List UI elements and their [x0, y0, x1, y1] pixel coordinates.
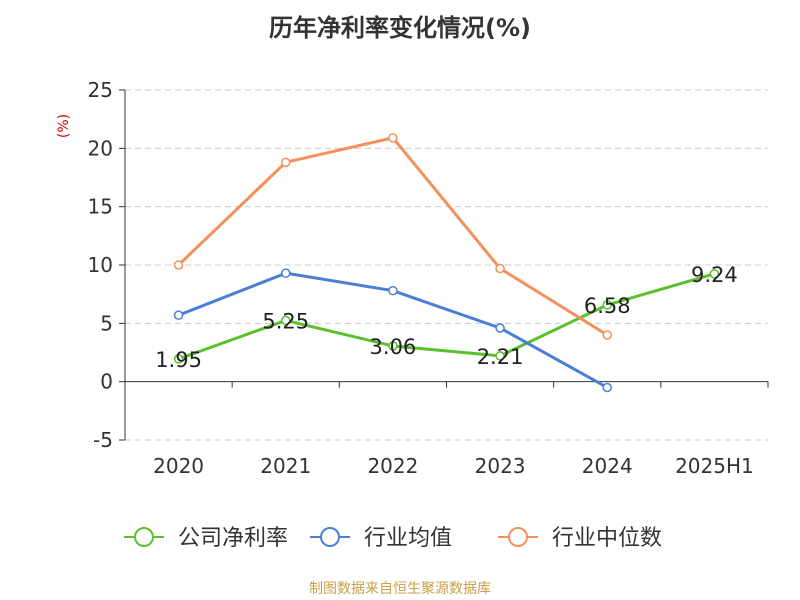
y-tick-label: 0: [100, 370, 113, 394]
legend[interactable]: 公司净利率 行业均值 行业中位数: [124, 526, 662, 551]
legend-marker: [320, 527, 340, 547]
data-label: 1.95: [155, 348, 202, 372]
data-point: [602, 382, 612, 393]
data-point: [388, 341, 398, 351]
data-point: [173, 310, 184, 320]
legend-label: 公司净利率: [178, 526, 288, 551]
legend-label: 行业中位数: [552, 526, 662, 551]
x-tick-label: 2021: [260, 454, 311, 478]
data-point: [495, 351, 505, 361]
x-tick-label: 2023: [475, 454, 526, 478]
x-tick-label: 2022: [367, 454, 418, 478]
y-tick-label: -5: [93, 428, 113, 452]
data-point: [281, 157, 291, 168]
series-line: [178, 272, 715, 361]
data-label: 3.06: [370, 335, 417, 359]
legend-marker: [134, 527, 154, 547]
data-point: [173, 354, 184, 364]
chart-title: 历年净利率变化情况(%): [269, 14, 531, 42]
legend-label: 行业均值: [364, 526, 452, 551]
data-label: 6.58: [584, 294, 631, 318]
data-point: [602, 300, 612, 310]
x-tick-label: 2020: [153, 454, 204, 478]
data-point: [602, 330, 612, 340]
data-label: 2.21: [477, 345, 524, 369]
data-label: 9.24: [691, 263, 738, 287]
legend-marker: [508, 527, 528, 547]
data-label-layer: 1.95 5.25 3.06 2.21 6.58 9.24: [155, 263, 738, 372]
series-line: [177, 136, 609, 337]
grid-layer: [125, 89, 768, 441]
source-note: 制图数据来自恒生聚源数据库: [309, 581, 491, 597]
data-point: [709, 269, 720, 279]
y-tick-label: 25: [88, 78, 113, 102]
x-tick-label: 2024: [582, 454, 633, 478]
y-tick-label: 10: [88, 253, 113, 277]
series-layer: [173, 133, 720, 393]
x-tick-label: 2025H1: [675, 454, 754, 478]
y-tick-label: 15: [88, 195, 113, 219]
axis-layer: -5 0 5 10 15 20 25 2020 2021 2022 2023 2024 2025H1: [88, 78, 769, 478]
data-point: [388, 133, 398, 143]
data-label: 5.25: [262, 309, 309, 333]
data-point: [495, 323, 505, 333]
data-point: [495, 263, 505, 274]
data-point: [281, 315, 291, 326]
y-tick-label: 20: [88, 136, 113, 160]
data-point: [173, 260, 184, 270]
y-tick-label: 5: [100, 311, 113, 335]
data-point: [388, 285, 398, 296]
data-point: [281, 268, 291, 278]
